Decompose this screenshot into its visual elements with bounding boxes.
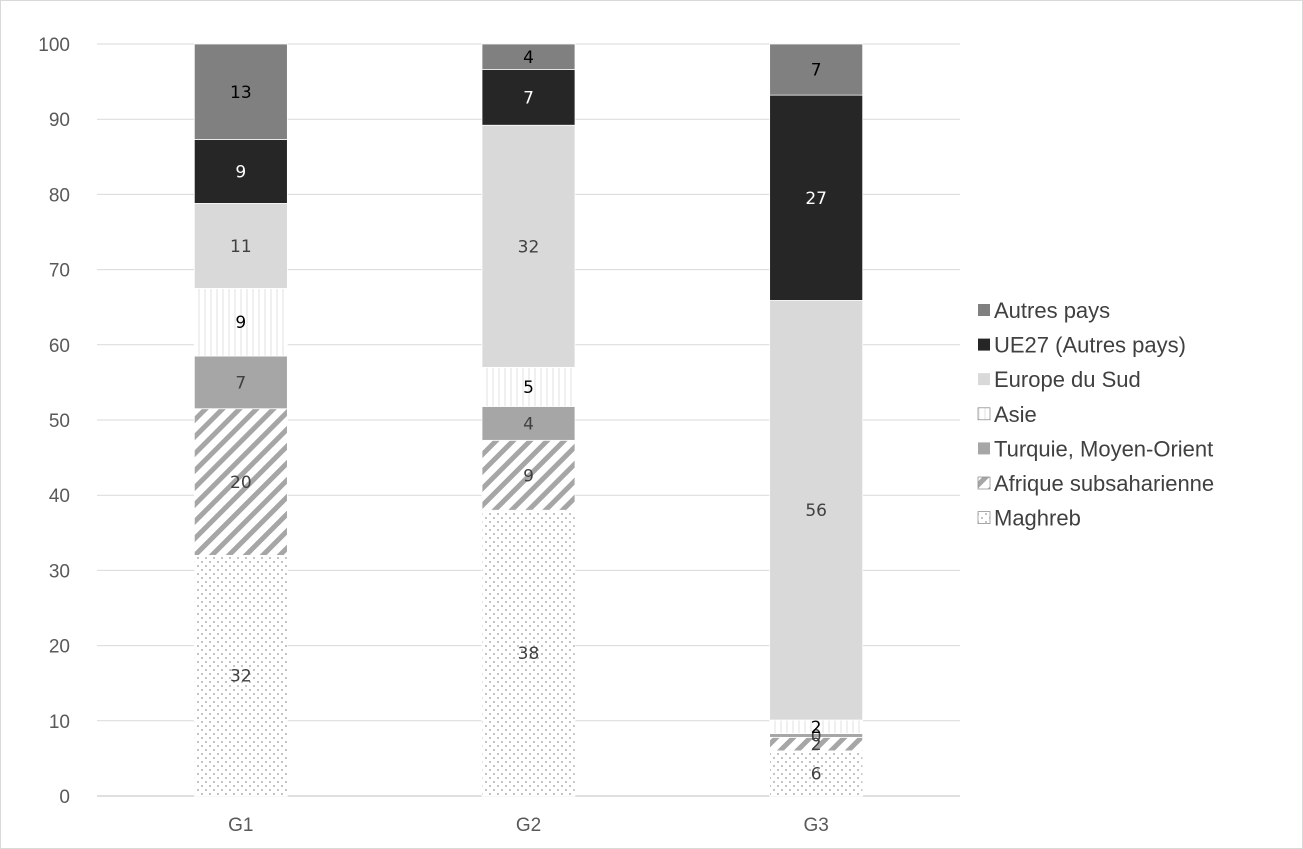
legend-item: Autres pays <box>978 298 1110 323</box>
legend-label: Autres pays <box>994 298 1110 323</box>
x-tick-label: G3 <box>803 815 828 836</box>
y-tick-label: 50 <box>49 411 70 432</box>
legend-label: Asie <box>994 402 1037 427</box>
bar-segment-G1-6 <box>193 43 288 140</box>
data-label: 7 <box>523 88 534 108</box>
legend: Autres pays UE27 (Autres pays) Europe du S… <box>977 298 1214 531</box>
data-label: 2 <box>811 718 822 738</box>
legend-item: Asie <box>977 402 1037 427</box>
legend-item: UE27 (Autres pays) <box>978 333 1186 358</box>
legend-swatch <box>978 442 990 455</box>
bar-segment-G3-0 <box>769 750 864 797</box>
data-label: 7 <box>235 373 246 393</box>
x-tick-label: G1 <box>228 815 253 836</box>
legend-item: Maghreb <box>977 506 1081 531</box>
bar-segment-G2-1 <box>481 439 576 511</box>
data-label: 32 <box>518 237 540 257</box>
y-tick-label: 60 <box>49 336 70 357</box>
bar-segment-G2-4 <box>481 124 576 368</box>
x-axis: G1 G2 G3 <box>228 815 829 836</box>
legend-swatch <box>977 407 991 421</box>
bars <box>193 43 864 797</box>
data-label: 2 <box>811 735 822 755</box>
data-label: 9 <box>235 313 246 333</box>
bar-segment-G1-1 <box>193 408 288 556</box>
bar-segment-G1-3 <box>193 288 288 357</box>
bar-segment-G2-2 <box>481 406 576 441</box>
data-label: 6 <box>811 764 822 784</box>
bar-segment-G3-6 <box>769 43 864 96</box>
legend-item: Afrique subsaharienne <box>977 471 1214 496</box>
legend-item: Europe du Sud <box>978 367 1141 392</box>
data-label: 5 <box>523 378 534 398</box>
data-label: 9 <box>523 466 534 486</box>
data-label: 11 <box>230 237 252 257</box>
data-label: 32 <box>230 667 252 687</box>
legend-swatch <box>977 511 991 524</box>
y-tick-label: 90 <box>49 110 70 131</box>
data-label: 13 <box>230 83 252 103</box>
data-label: 9 <box>235 162 246 182</box>
legend-label: UE27 (Autres pays) <box>994 333 1186 358</box>
legend-swatch <box>978 373 990 386</box>
bar-segment-G3-5 <box>769 94 864 301</box>
data-label: 56 <box>805 501 827 521</box>
y-tick-label: 0 <box>59 787 70 808</box>
data-label: 4 <box>523 414 534 434</box>
legend-swatch <box>977 476 991 490</box>
data-label: 4 <box>523 48 534 68</box>
legend-label: Afrique subsaharienne <box>994 471 1214 496</box>
legend-swatch <box>978 304 990 316</box>
x-tick-label: G2 <box>516 815 541 836</box>
y-tick-label: 70 <box>49 261 70 282</box>
legend-item: Turquie, Moyen-Orient <box>978 436 1213 461</box>
bar-segment-G3-4 <box>769 300 864 721</box>
bar-segment-G2-3 <box>481 366 576 407</box>
data-label: 27 <box>805 189 827 209</box>
bar-segment-G1-5 <box>193 139 288 204</box>
bar-segment-G2-6 <box>481 43 576 70</box>
y-tick-label: 10 <box>49 712 70 733</box>
legend-label: Maghreb <box>994 506 1081 531</box>
y-tick-label: 30 <box>49 561 70 582</box>
bar-segment-G1-4 <box>193 203 288 289</box>
y-tick-label: 40 <box>49 486 70 507</box>
y-tick-label: 80 <box>49 185 70 206</box>
data-label: 38 <box>518 644 540 664</box>
y-tick-label: 100 <box>38 35 70 56</box>
data-label: 20 <box>230 473 252 493</box>
y-axis: 0 10 20 30 40 50 60 70 80 90 100 <box>38 35 70 808</box>
data-label: 0 <box>811 726 822 746</box>
legend-label: Turquie, Moyen-Orient <box>994 436 1213 461</box>
legend-swatch <box>978 338 990 351</box>
legend-label: Europe du Sud <box>994 367 1141 392</box>
y-tick-label: 20 <box>49 637 70 658</box>
bar-segment-G2-0 <box>481 509 576 797</box>
data-label: 7 <box>811 61 822 81</box>
bar-segment-G2-5 <box>481 69 576 126</box>
bar-segment-G1-0 <box>193 554 288 797</box>
